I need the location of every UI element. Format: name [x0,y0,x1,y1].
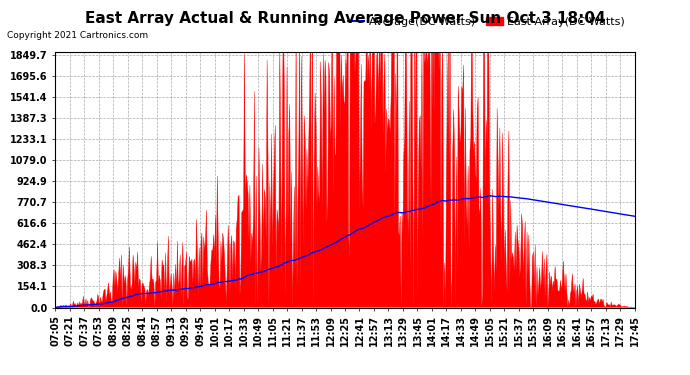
Legend: Average(DC Watts), East Array(DC Watts): Average(DC Watts), East Array(DC Watts) [343,12,629,31]
Text: East Array Actual & Running Average Power Sun Oct 3 18:04: East Array Actual & Running Average Powe… [85,11,605,26]
Text: Copyright 2021 Cartronics.com: Copyright 2021 Cartronics.com [7,30,148,39]
